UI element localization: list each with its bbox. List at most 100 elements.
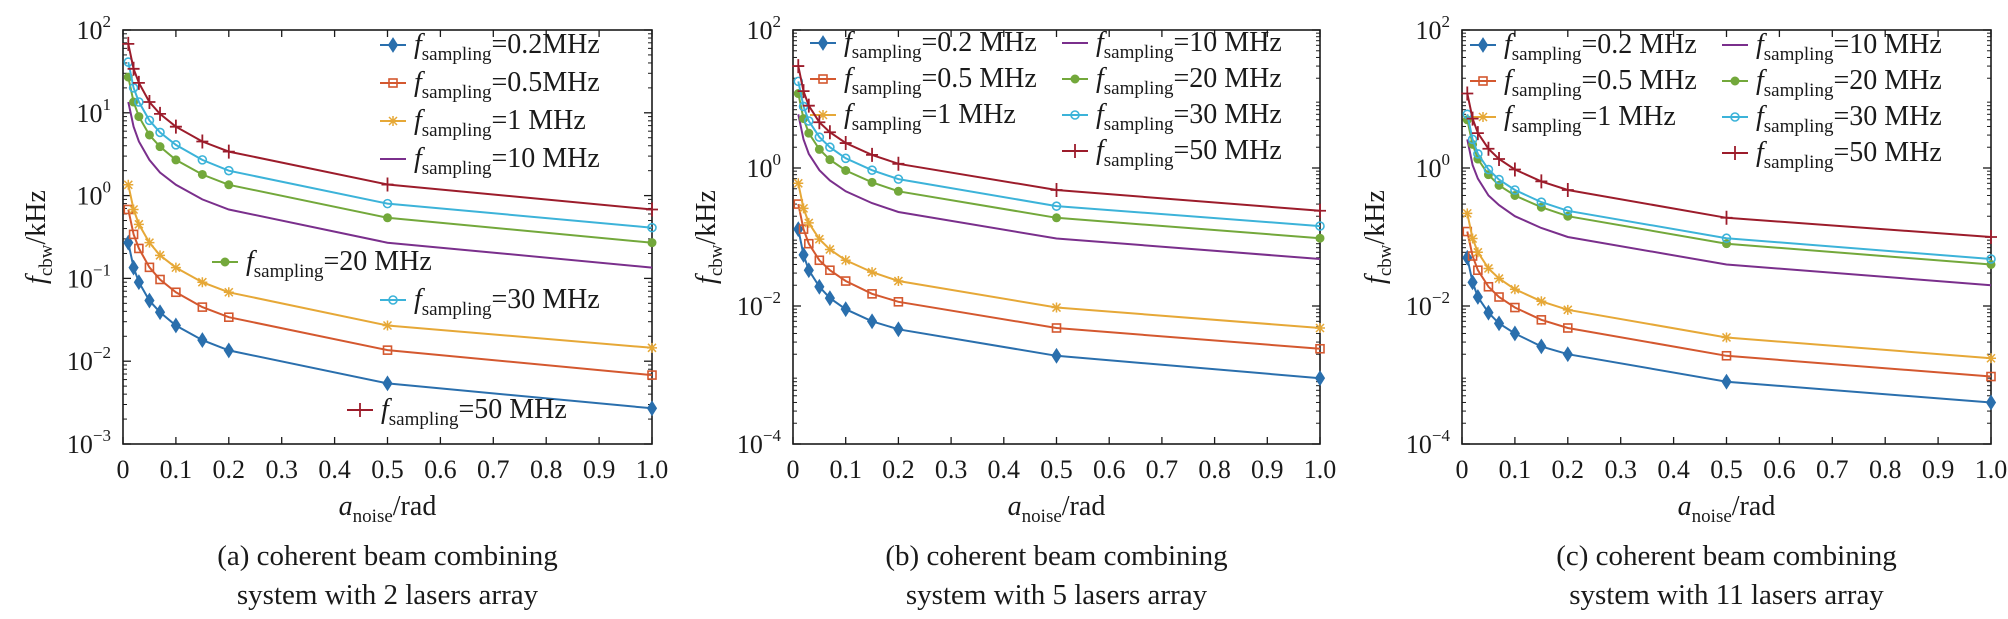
legend-entry-30MHz: fsampling=30 MHz <box>1062 99 1282 135</box>
data-point <box>1563 205 1573 216</box>
legend-entry-0.2MHz: fsampling=0.2MHz <box>380 29 600 65</box>
data-point <box>171 287 181 298</box>
data-point <box>1483 281 1494 292</box>
panel-caption-line-2: system with 5 lasers array <box>906 579 1208 611</box>
legend-marker <box>1478 112 1488 122</box>
data-point <box>798 246 809 263</box>
y-tick-label: 101 <box>77 95 112 128</box>
data-point <box>1472 289 1483 305</box>
data-point <box>1467 274 1478 291</box>
data-point <box>798 224 809 234</box>
data-point <box>1721 373 1732 390</box>
series-50MHz <box>1461 86 1997 244</box>
x-tick-label: 0.6 <box>1093 455 1126 484</box>
data-point <box>646 400 658 417</box>
legend-label: fsampling=10 MHz <box>414 143 600 179</box>
x-tick-label: 0.8 <box>1869 455 1902 484</box>
y-axis-label: fcbw/kHz <box>691 190 727 284</box>
data-point <box>1051 201 1062 211</box>
x-tick-label: 0.2 <box>882 455 915 484</box>
data-point <box>1494 273 1505 284</box>
x-tick-label: 0.7 <box>1146 455 1179 484</box>
data-point <box>1314 203 1326 218</box>
data-point <box>1314 370 1326 387</box>
data-point <box>893 186 903 196</box>
x-tick-label: 0.5 <box>371 455 404 484</box>
x-tick-label: 0.1 <box>1499 455 1532 484</box>
data-point <box>1483 164 1494 175</box>
data-point <box>893 321 904 338</box>
data-point <box>866 313 878 330</box>
data-point <box>1510 185 1520 195</box>
data-point <box>893 297 904 307</box>
series-50MHz <box>792 59 1326 218</box>
data-point <box>1462 249 1473 266</box>
data-point <box>647 342 657 353</box>
y-tick-label: 10−2 <box>737 288 781 321</box>
series-line <box>127 209 653 377</box>
legend-entry-10MHz: fsampling=10 MHz <box>380 143 600 179</box>
legend-label: fsampling=50 MHz <box>1756 137 1942 173</box>
data-point <box>223 342 234 359</box>
legend-label: fsampling=30 MHz <box>414 284 600 320</box>
data-point <box>197 155 208 165</box>
legend-marker <box>354 403 366 417</box>
data-point <box>1494 292 1504 302</box>
data-point <box>1986 254 1996 264</box>
y-axis-label: fcbw/kHz <box>1360 190 1396 284</box>
legend-label: fsampling=50 MHz <box>1096 135 1282 171</box>
data-point <box>804 128 814 138</box>
legend-entry-50MHz: fsampling=50 MHz <box>1062 135 1282 171</box>
legend-entry-20MHz: fsampling=20 MHz <box>1062 63 1282 99</box>
data-point <box>814 144 824 154</box>
x-tick-label: 0.1 <box>829 455 862 484</box>
data-point <box>1493 315 1505 332</box>
series-1MHz <box>1462 208 1996 364</box>
series-line <box>127 61 653 229</box>
data-point <box>1473 265 1483 276</box>
data-point <box>1509 325 1520 342</box>
series-10MHz <box>797 114 1321 260</box>
legend-label: fsampling=20 MHz <box>246 246 432 282</box>
data-point <box>1051 302 1062 313</box>
data-point <box>1536 197 1547 207</box>
data-point <box>813 115 826 130</box>
panel-caption-line-1: (b) coherent beam combining <box>885 540 1227 572</box>
x-tick-label: 0.2 <box>213 455 246 484</box>
data-point <box>646 202 658 217</box>
data-point <box>196 134 209 149</box>
series-10MHz <box>127 101 653 269</box>
x-tick-label: 0.9 <box>583 455 616 484</box>
legend-marker <box>1729 146 1741 160</box>
legend-label: fsampling=0.2MHz <box>414 29 600 65</box>
y-tick-label: 102 <box>747 12 782 45</box>
data-point <box>802 98 815 113</box>
data-point <box>824 290 835 307</box>
series-line <box>1466 139 1992 287</box>
data-point <box>1562 346 1573 363</box>
data-point <box>1315 322 1325 333</box>
series-1MHz <box>793 178 1325 333</box>
data-point <box>1535 174 1548 189</box>
series-1MHz <box>123 179 657 353</box>
x-axis-label: anoise/rad <box>1008 491 1106 527</box>
data-point <box>154 106 167 121</box>
y-tick-label: 100 <box>747 150 782 183</box>
legend-entry-1MHz: fsampling=1 MHz <box>810 99 1016 135</box>
series-10MHz <box>1466 139 1992 287</box>
y-tick-label: 10−2 <box>1406 288 1450 321</box>
x-tick-label: 0.8 <box>530 455 563 484</box>
series-line <box>797 114 1321 260</box>
data-point <box>1315 343 1325 354</box>
data-point <box>133 219 144 230</box>
data-point <box>1986 353 1996 364</box>
data-point <box>1561 182 1574 197</box>
data-point <box>825 155 835 165</box>
data-point <box>144 262 155 273</box>
data-point <box>1482 141 1495 156</box>
data-point <box>1461 86 1474 101</box>
series-line <box>1466 114 1992 260</box>
data-point <box>143 95 156 110</box>
legend-marker <box>817 35 829 51</box>
legend-marker <box>1730 112 1740 122</box>
